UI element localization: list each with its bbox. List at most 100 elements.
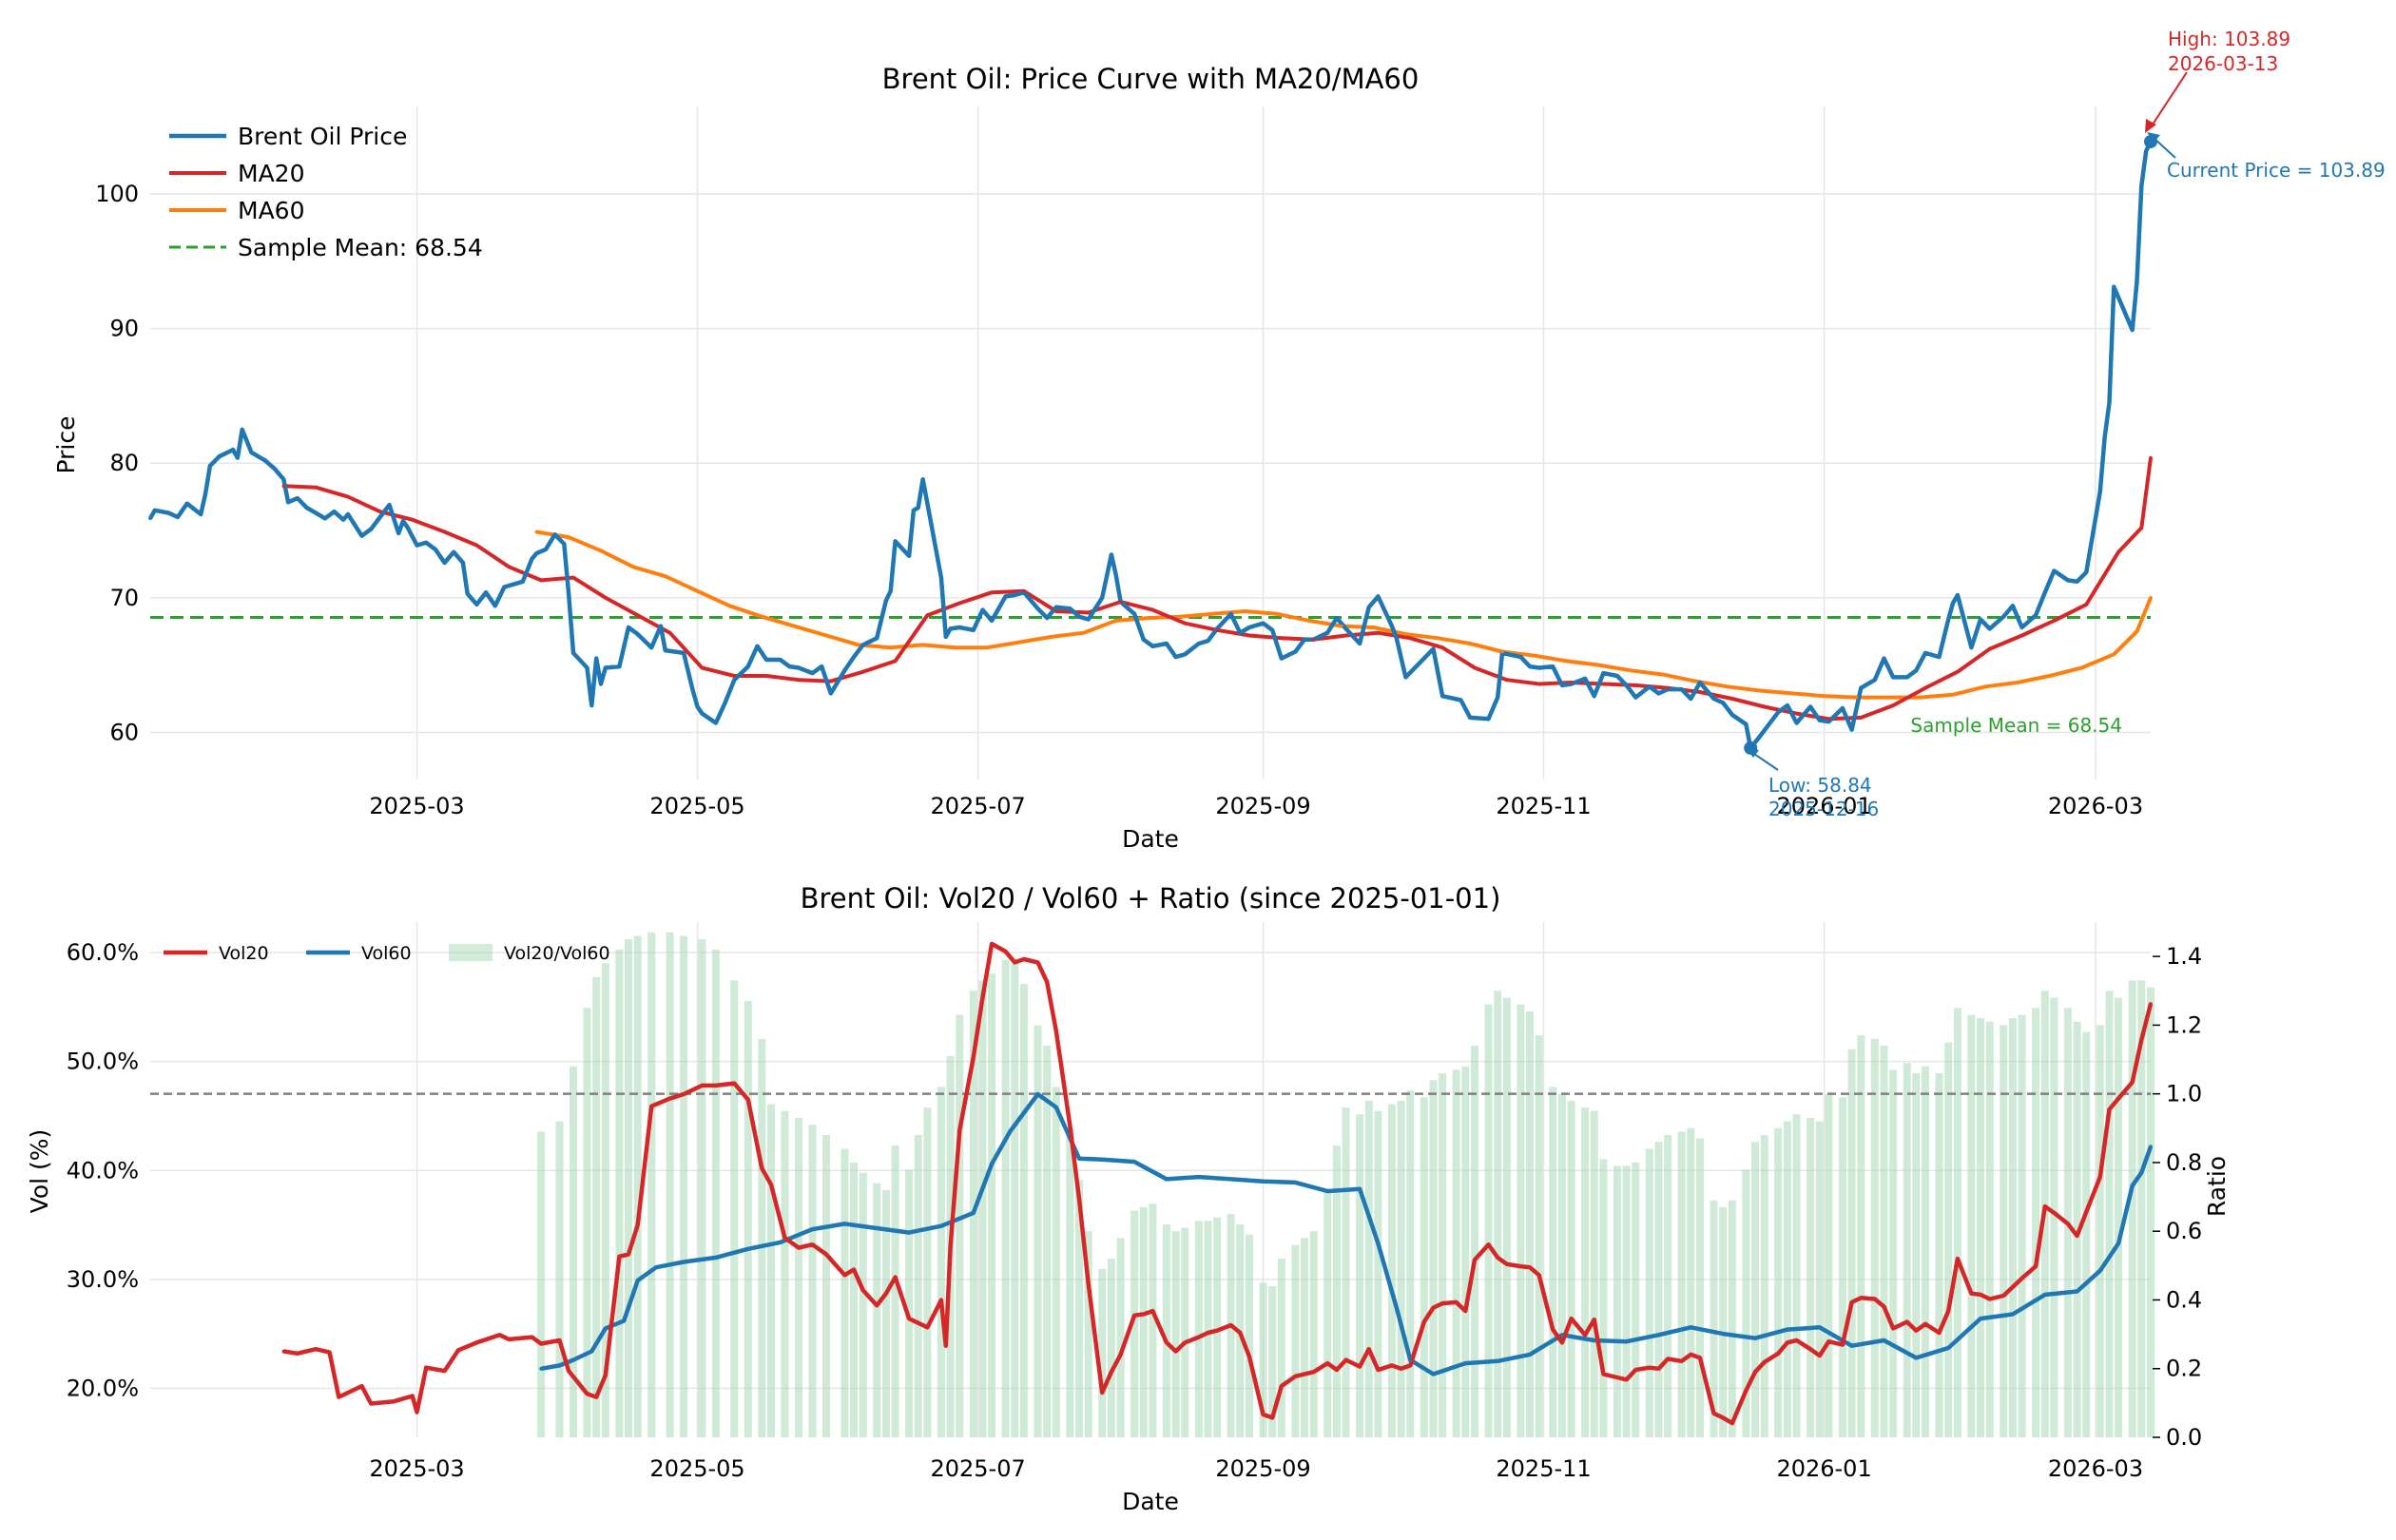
y-tick-label: 80 <box>109 450 139 476</box>
vol20-point <box>944 1343 948 1348</box>
price-point <box>1624 683 1629 687</box>
ma60-point <box>857 643 860 647</box>
price-point <box>1601 671 1606 675</box>
price-point <box>2084 570 2089 574</box>
ratio-bar <box>1677 1131 1686 1437</box>
ratio-bar <box>601 963 609 1437</box>
legend-label-vol60: Vol60 <box>361 943 412 964</box>
vol60-point <box>1656 1333 1661 1338</box>
price-point <box>346 512 350 516</box>
y-tick-label: 40.0% <box>67 1157 139 1184</box>
ma60-point <box>1146 616 1150 620</box>
volatility-chart-y-ticks: 20.0% 30.0% 40.0% 50.0% 60.0% <box>67 939 139 1401</box>
price-point <box>1873 678 1877 682</box>
price-point <box>1293 649 1298 654</box>
ma60-point <box>1983 684 1987 689</box>
price-point <box>434 548 437 551</box>
vol20-point <box>2011 1285 2015 1289</box>
ratio-bar <box>2018 1014 2026 1437</box>
price-point <box>176 515 180 519</box>
vol60-point <box>571 1357 575 1362</box>
volatility-chart-title: Brent Oil: Vol20 / Vol60 + Ratio (since … <box>801 882 1501 914</box>
vol20-point <box>682 1092 686 1096</box>
price-point <box>1325 630 1329 635</box>
price-point <box>208 464 212 468</box>
vol20-point <box>507 1338 512 1341</box>
vol20-point <box>1376 1368 1381 1372</box>
right-tick-label: 0.0 <box>2166 1424 2202 1451</box>
price-point <box>1786 703 1789 707</box>
y-tick-label: 90 <box>109 316 139 342</box>
price-point <box>1054 606 1058 609</box>
price-point <box>1721 701 1725 705</box>
price-chart-x-ticks: 2025-03 2025-05 2025-07 2025-09 2025-11 2026-… <box>369 793 2143 819</box>
price-point <box>1358 642 1362 645</box>
vol20-point <box>369 1401 374 1406</box>
y-tick-label: 70 <box>109 585 139 611</box>
vol20-point <box>1753 1370 1757 1374</box>
vol20-point <box>327 1350 332 1355</box>
price-point <box>1165 642 1169 645</box>
price-point <box>649 645 653 649</box>
current-price-arrow <box>2152 136 2176 159</box>
vol20-point <box>1165 1340 1169 1345</box>
ratio-bar <box>1599 1159 1608 1437</box>
ratio-bar <box>615 949 624 1437</box>
price-point <box>323 516 327 521</box>
vol20-point <box>2116 1096 2120 1101</box>
vol20-point <box>1118 1353 1123 1357</box>
ma20-point <box>990 590 994 594</box>
vol20-point <box>1215 1328 1219 1333</box>
price-point <box>1615 674 1619 678</box>
ma20-point <box>1923 685 1927 690</box>
price-point <box>148 516 152 521</box>
ma20-point <box>860 669 865 674</box>
vol60-point <box>1035 1092 1040 1096</box>
volatility-chart-legend: Vol20 Vol60 Vol20/Vol60 <box>164 943 610 964</box>
vol20-point <box>2034 1264 2038 1268</box>
price-chart-grid <box>150 106 2151 780</box>
volatility-chart-points <box>281 942 2153 1425</box>
ratio-bar <box>1342 1107 1350 1437</box>
ratio-bar <box>744 1001 752 1437</box>
vol20-point <box>604 1373 608 1377</box>
vol20-point <box>1536 1273 1541 1278</box>
vol20-point <box>1110 1370 1113 1374</box>
ratio-bar <box>1291 1244 1300 1437</box>
price-point <box>1045 616 1049 620</box>
vol20-point <box>415 1410 419 1415</box>
vol20-point <box>281 1349 286 1354</box>
ma60-point <box>1789 691 1794 696</box>
vol20-point <box>1270 1415 1274 1420</box>
ma60-point <box>792 624 796 628</box>
legend-label-ratio: Vol20/Vol60 <box>504 943 610 964</box>
vol20-point <box>2052 1211 2057 1215</box>
high-annotation-arrowhead <box>2145 119 2156 133</box>
vol20-point <box>1399 1367 1403 1371</box>
vol60-point <box>1008 1129 1013 1133</box>
vol20-point <box>1206 1331 1210 1335</box>
ma20-point <box>2116 549 2120 554</box>
ma20-point <box>1794 711 1799 716</box>
ratio-bar <box>914 1135 922 1437</box>
vol20-point <box>1841 1342 1845 1347</box>
ma60-point <box>2149 596 2153 600</box>
price-point <box>1468 716 1472 720</box>
ma60-point <box>1661 672 1666 677</box>
y-tick-label: 60.0% <box>67 939 139 966</box>
vol60-point <box>1979 1317 1982 1320</box>
ratio-bar <box>2008 1018 2017 1437</box>
price-point <box>1951 601 1955 606</box>
ma20-point <box>2019 633 2024 638</box>
price-point <box>732 678 737 682</box>
price-point <box>1891 675 1895 680</box>
price-point <box>2102 435 2107 440</box>
ratio-bar <box>767 1104 775 1437</box>
price-point <box>236 455 240 460</box>
price-point <box>1744 722 1749 726</box>
vol20-point <box>617 1255 622 1259</box>
ma60-point <box>953 645 957 649</box>
ma60-point <box>727 604 732 608</box>
ratio-bar <box>1139 1206 1148 1437</box>
vol20-point <box>1601 1372 1606 1376</box>
